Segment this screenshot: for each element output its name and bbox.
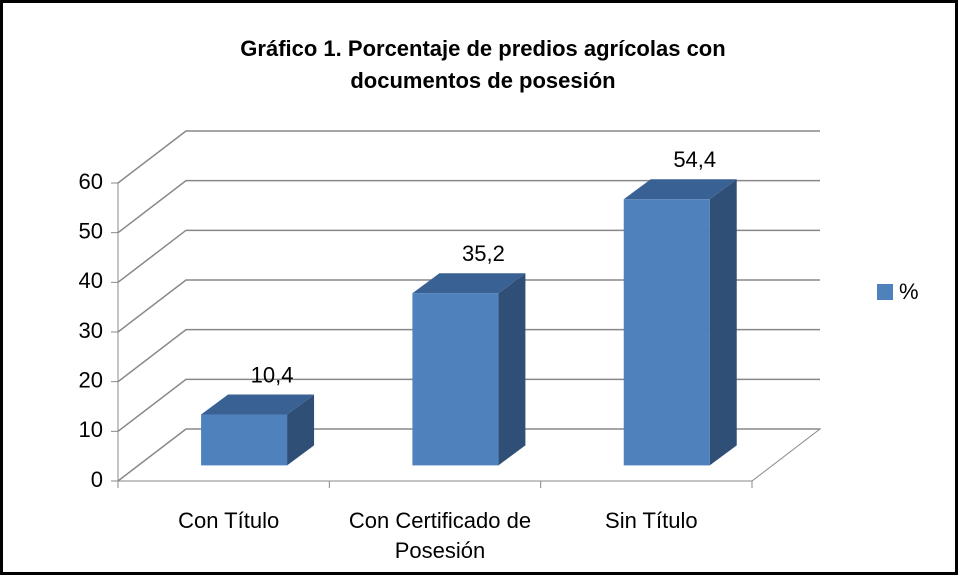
y-tick-label: 50 xyxy=(79,218,103,243)
value-label: 54,4 xyxy=(673,147,716,172)
bar xyxy=(201,414,288,466)
grid-line xyxy=(117,428,820,482)
y-tick-label: 60 xyxy=(79,169,103,194)
y-tick-label: 0 xyxy=(91,467,103,492)
grid-line xyxy=(117,229,820,283)
bar-side xyxy=(498,273,526,466)
x-tick-label: Con Certificado de Posesión xyxy=(348,508,532,563)
bar xyxy=(412,293,499,466)
y-tick-label: 30 xyxy=(79,318,103,343)
grid-line xyxy=(117,179,820,234)
value-label: 35,2 xyxy=(462,241,505,266)
bar-top xyxy=(623,179,737,200)
chart-title: Gráfico 1. Porcentaje de predios agrícol… xyxy=(240,36,726,93)
bar-side xyxy=(287,394,315,466)
legend-swatch xyxy=(877,284,893,300)
x-tick-label: Sin Título xyxy=(605,508,698,533)
grid-line xyxy=(117,378,820,432)
grid-line xyxy=(117,328,820,383)
bar-top xyxy=(412,273,526,294)
bar-side xyxy=(709,179,737,466)
legend-label: % xyxy=(899,279,919,304)
y-tick-label: 10 xyxy=(79,417,103,442)
x-tick-label: Con Título xyxy=(178,508,280,533)
grid-line xyxy=(117,130,820,184)
grid-line xyxy=(117,279,820,333)
bar-top xyxy=(201,394,315,415)
bar xyxy=(623,199,710,466)
value-label: 10,4 xyxy=(251,362,294,387)
plot: 0 10 20 30 40 50 60 10,4 35,2 54,4% xyxy=(79,130,919,492)
y-tick-label: 40 xyxy=(79,268,103,293)
y-tick-label: 20 xyxy=(79,367,103,392)
